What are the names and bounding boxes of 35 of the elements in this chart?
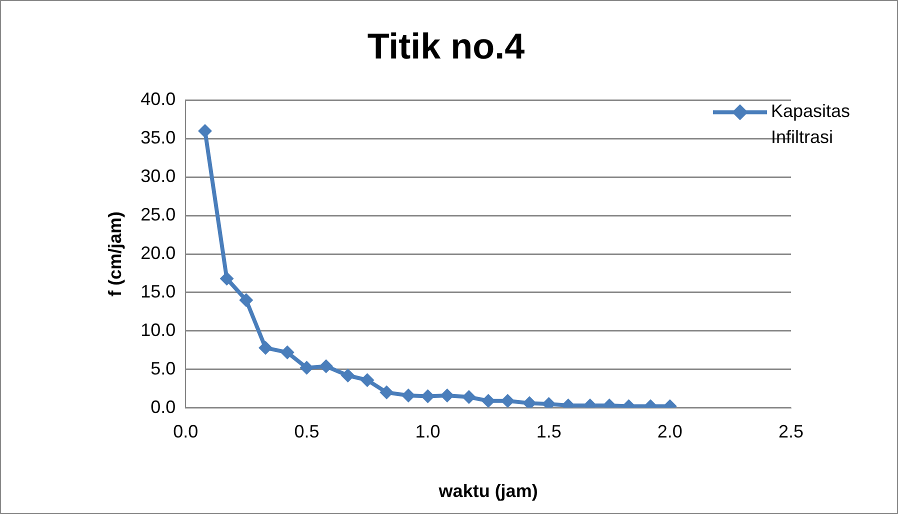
x-tick-label: 0.5 — [294, 422, 320, 442]
point — [360, 373, 374, 388]
y-tick-label: 35.0 — [140, 128, 176, 148]
x-tick-label: 0.0 — [173, 422, 198, 442]
y-axis-title: f (cm/jam) — [104, 211, 125, 297]
point — [220, 272, 234, 286]
y-tick-label: 25.0 — [140, 204, 176, 225]
point — [462, 390, 476, 404]
y-tick-label: 20.0 — [140, 242, 176, 263]
point — [401, 388, 416, 402]
x-tick-label: 2.0 — [657, 422, 682, 442]
point — [198, 124, 212, 138]
legend-label: Kapasitas Infiltrasi — [771, 101, 850, 148]
x-tick-label: 1.0 — [415, 422, 440, 442]
point — [440, 388, 454, 402]
point — [500, 394, 515, 408]
point — [420, 389, 435, 404]
y-tick-label: 5.0 — [150, 358, 176, 378]
y-tick-label: 15.0 — [140, 281, 176, 302]
y-tick-label: 10.0 — [140, 320, 176, 340]
chart-title: Titik no.4 — [367, 26, 525, 67]
x-tick-label: 1.5 — [536, 422, 562, 442]
x-tick-label: 2.5 — [778, 422, 804, 442]
point — [481, 394, 496, 408]
point — [319, 359, 334, 374]
y-tick-label: 30.0 — [140, 166, 176, 186]
point — [300, 360, 314, 375]
point — [380, 385, 394, 400]
x-axis-title: waktu (jam) — [438, 481, 538, 502]
y-tick-label: 40.0 — [140, 89, 176, 110]
point — [258, 340, 273, 355]
point — [239, 293, 254, 308]
y-tick-label: 0.0 — [150, 396, 176, 417]
point — [340, 368, 355, 382]
point — [280, 345, 294, 360]
